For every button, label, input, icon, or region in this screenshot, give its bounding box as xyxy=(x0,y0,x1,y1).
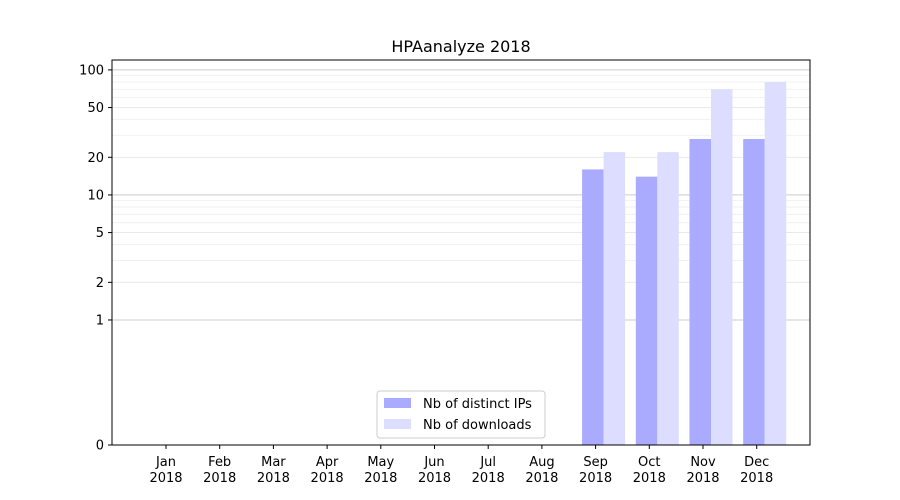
x-tick-label-line: 2018 xyxy=(633,471,666,486)
x-tick-label-line: 2018 xyxy=(149,471,182,486)
x-tick-label-line: 2018 xyxy=(686,471,719,486)
x-tick-label: Sep 2018 xyxy=(579,455,612,486)
bar-distinct-ips xyxy=(689,139,711,445)
legend-swatch-ips xyxy=(384,398,411,408)
y-tick-label: 20 xyxy=(87,151,104,166)
y-tick-label: 5 xyxy=(96,226,104,241)
bar-distinct-ips xyxy=(582,169,604,445)
plot-frame xyxy=(111,59,811,446)
x-tick-label-line: 2018 xyxy=(740,471,773,486)
y-tick-label: 100 xyxy=(79,63,104,78)
chart-title: HPAanalyze 2018 xyxy=(391,37,530,56)
x-tick-label-line: 2018 xyxy=(525,471,558,486)
bars xyxy=(582,82,787,445)
x-tick-label: Jul 2018 xyxy=(472,455,505,486)
legend: Nb of distinct IPs Nb of downloads xyxy=(376,390,546,439)
x-tick-label-line: 2018 xyxy=(364,471,397,486)
x-tick-label-line: Feb xyxy=(208,455,231,470)
x-tick-label-line: 2018 xyxy=(203,471,236,486)
x-tick-label-line: Jun xyxy=(423,455,444,470)
x-tick-label: Oct 2018 xyxy=(633,455,666,486)
legend-box xyxy=(376,390,546,439)
x-tick-label: Jan 2018 xyxy=(149,455,182,486)
y-tick-label: 0 xyxy=(96,439,104,454)
x-tick-label-line: Mar xyxy=(261,455,286,470)
legend-swatch-downloads xyxy=(384,419,411,429)
x-tick-label: Feb 2018 xyxy=(203,455,236,486)
x-tick-label-line: Nov xyxy=(690,455,716,470)
x-tick-label-line: May xyxy=(367,455,394,470)
x-tick-label-line: Jan xyxy=(155,455,176,470)
x-tick-label-line: 2018 xyxy=(418,471,451,486)
bar-downloads xyxy=(657,152,679,445)
y-tick-label: 2 xyxy=(96,276,104,291)
y-axis: 0 1 2 5 10 20 50 100 xyxy=(79,63,112,454)
bar-downloads xyxy=(711,89,733,445)
x-tick-label: Nov 2018 xyxy=(686,455,719,486)
x-tick-label-line: 2018 xyxy=(257,471,290,486)
x-tick-label: Apr 2018 xyxy=(311,455,344,486)
y-tick-label: 10 xyxy=(87,188,104,203)
x-tick-label: Mar 2018 xyxy=(257,455,290,486)
x-tick-label-line: Jul xyxy=(479,455,496,470)
x-tick-label: Jun 2018 xyxy=(418,455,451,486)
legend-label-ips: Nb of distinct IPs xyxy=(423,397,532,412)
x-tick-label-line: 2018 xyxy=(472,471,505,486)
x-tick-label-line: Sep xyxy=(583,455,608,470)
legend-label-downloads: Nb of downloads xyxy=(423,418,532,433)
x-tick-label: Dec 2018 xyxy=(740,455,773,486)
x-tick-label-line: Dec xyxy=(744,455,769,470)
bar-distinct-ips xyxy=(635,176,658,445)
bar-downloads xyxy=(603,152,626,445)
x-tick-label-line: Apr xyxy=(316,455,339,470)
y-tick-label: 1 xyxy=(96,313,104,328)
bar-distinct-ips xyxy=(743,139,765,445)
x-tick-label: May 2018 xyxy=(364,455,397,486)
bar-downloads xyxy=(764,82,787,445)
x-tick-label: Aug 2018 xyxy=(525,455,558,486)
x-tick-label-line: Oct xyxy=(638,455,660,470)
x-tick-label-line: 2018 xyxy=(579,471,612,486)
y-tick-label: 50 xyxy=(87,101,104,116)
x-tick-label-line: Aug xyxy=(529,455,554,470)
x-tick-label-line: 2018 xyxy=(311,471,344,486)
